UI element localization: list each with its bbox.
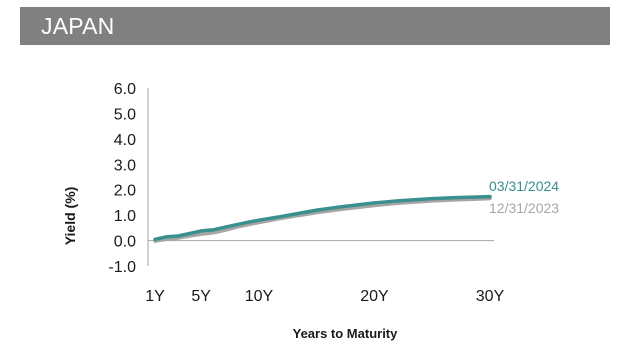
y-axis-title: Yield (%) xyxy=(62,187,78,246)
y-tick-label: 2.0 xyxy=(114,183,136,200)
series-label: 03/31/2024 xyxy=(489,178,559,194)
y-tick-label: 5.0 xyxy=(114,106,136,123)
series-label: 12/31/2023 xyxy=(489,200,559,216)
series-labels: 03/31/2024 12/31/2023 xyxy=(489,178,559,216)
x-tick-label: 1Y xyxy=(145,288,165,305)
series-line xyxy=(153,196,492,243)
series-lines xyxy=(153,194,492,243)
x-axis: 1Y 5Y 10Y 20Y 30Y xyxy=(145,288,504,305)
x-tick-label: 30Y xyxy=(476,288,505,305)
x-tick-label: 10Y xyxy=(245,288,274,305)
series-line xyxy=(153,194,492,242)
y-tick-label: 6.0 xyxy=(114,81,136,98)
x-tick-label: 5Y xyxy=(191,288,211,305)
y-axis: 6.0 5.0 4.0 3.0 2.0 1.0 0.0 -1.0 xyxy=(108,81,494,276)
y-tick-label: 4.0 xyxy=(114,132,136,149)
x-tick-label: 20Y xyxy=(360,288,389,305)
y-tick-label: -1.0 xyxy=(108,259,136,276)
x-axis-title: Years to Maturity xyxy=(293,326,399,341)
y-tick-label: 3.0 xyxy=(114,157,136,174)
page-title: JAPAN xyxy=(41,13,115,39)
page-header: JAPAN xyxy=(20,7,610,45)
y-tick-label: 1.0 xyxy=(114,208,136,225)
y-tick-label: 0.0 xyxy=(114,234,136,251)
